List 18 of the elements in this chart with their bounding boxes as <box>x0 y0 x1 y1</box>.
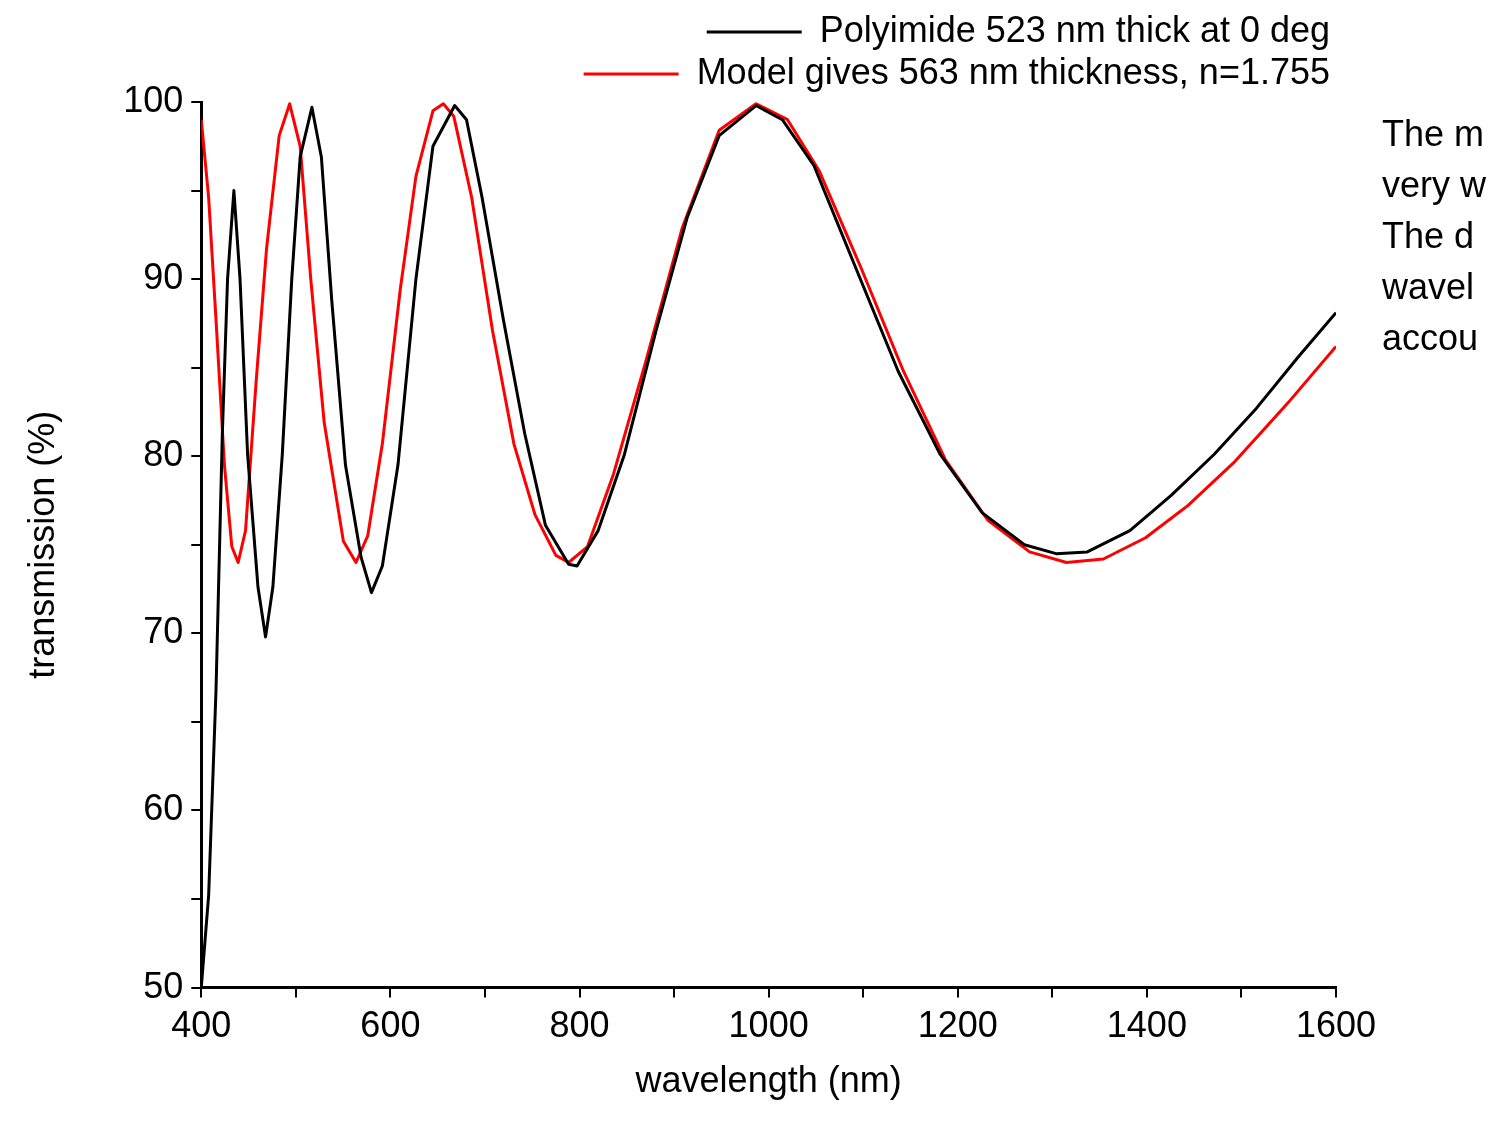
x-tick-label: 1400 <box>1106 1004 1187 1046</box>
legend-label: Polyimide 523 nm thick at 0 deg <box>819 8 1331 50</box>
x-tick-label: 1600 <box>1295 1004 1377 1046</box>
x-axis-title: wavelength (nm) <box>634 1059 902 1101</box>
legend-label: Model gives 563 nm thickness, n=1.755 <box>696 50 1330 92</box>
x-tick-label: 400 <box>171 1004 232 1046</box>
y-tick-label: 50 <box>143 964 184 1006</box>
x-tick-label: 600 <box>360 1004 421 1046</box>
x-tick-label: 1200 <box>917 1004 998 1046</box>
y-tick-label: 70 <box>143 610 184 652</box>
y-tick-label: 100 <box>123 78 184 120</box>
y-axis-title: transmission (%) <box>20 410 62 679</box>
text: The m very w The d wavel accou <box>1381 112 1488 358</box>
y-tick-label: 90 <box>143 256 184 298</box>
y-tick-label: 80 <box>143 433 184 475</box>
x-tick-label: 800 <box>549 1004 610 1046</box>
x-tick-label: 1000 <box>728 1004 809 1046</box>
y-tick-label: 60 <box>143 787 184 829</box>
